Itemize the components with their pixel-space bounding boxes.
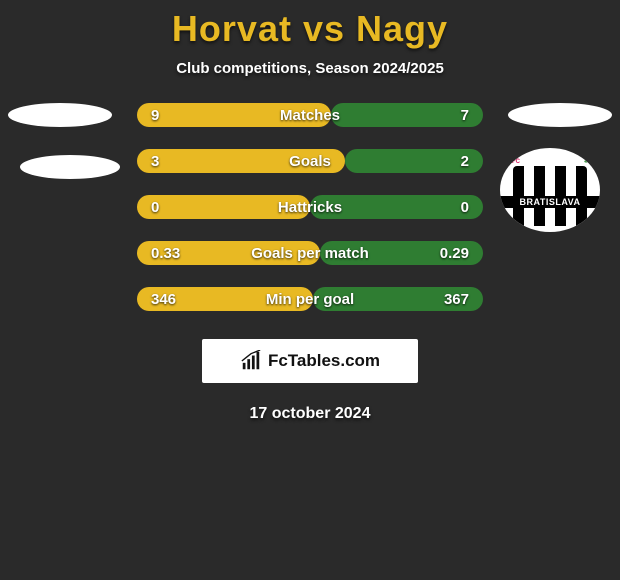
stat-value-left: 3 [151, 153, 159, 170]
stat-bars: 9 Matches 7 3 Goals 2 0 Hattricks 0 0.33 Goals per… [137, 103, 483, 311]
stat-value-right: 0.29 [440, 245, 469, 262]
stat-value-right: 367 [444, 291, 469, 308]
stat-value-right: 2 [461, 153, 469, 170]
stat-bar: 9 Matches 7 [137, 103, 483, 127]
badge-fc-icon: FC [512, 159, 520, 165]
stat-value-left: 0.33 [151, 245, 180, 262]
stat-label: Goals per match [251, 245, 369, 262]
club-badge-icon: FC ♣ BRATISLAVA [500, 148, 600, 232]
vs-text: vs [303, 8, 345, 49]
player2-ellipse-icon [508, 103, 612, 127]
stat-bar: 346 Min per goal 367 [137, 287, 483, 311]
stats-area: FC ♣ BRATISLAVA 9 Matches 7 3 Goals 2 0 Hattric… [0, 103, 620, 311]
stat-label: Matches [280, 107, 340, 124]
stat-label: Hattricks [278, 199, 342, 216]
stat-bar: 3 Goals 2 [137, 149, 483, 173]
stat-value-left: 9 [151, 107, 159, 124]
player1-ellipse-icon-2 [20, 155, 120, 179]
subtitle: Club competitions, Season 2024/2025 [0, 60, 620, 77]
stat-value-left: 346 [151, 291, 176, 308]
stat-label: Min per goal [266, 291, 354, 308]
player2-name: Nagy [356, 8, 448, 49]
snapshot-date: 17 october 2024 [0, 405, 620, 423]
stat-value-right: 7 [461, 107, 469, 124]
player1-name: Horvat [172, 8, 292, 49]
stat-bar: 0.33 Goals per match 0.29 [137, 241, 483, 265]
stat-value-left: 0 [151, 199, 159, 216]
badge-tree-icon: ♣ [584, 159, 588, 165]
badge-city-label: BRATISLAVA [500, 196, 600, 208]
brand-box: FcTables.com [202, 339, 418, 383]
comparison-title: Horvat vs Nagy [0, 0, 620, 50]
stat-value-right: 0 [461, 199, 469, 216]
brand-text: FcTables.com [268, 351, 380, 371]
stat-label: Goals [289, 153, 331, 170]
stat-bar: 0 Hattricks 0 [137, 195, 483, 219]
brand-chart-icon [240, 350, 262, 372]
player1-ellipse-icon [8, 103, 112, 127]
